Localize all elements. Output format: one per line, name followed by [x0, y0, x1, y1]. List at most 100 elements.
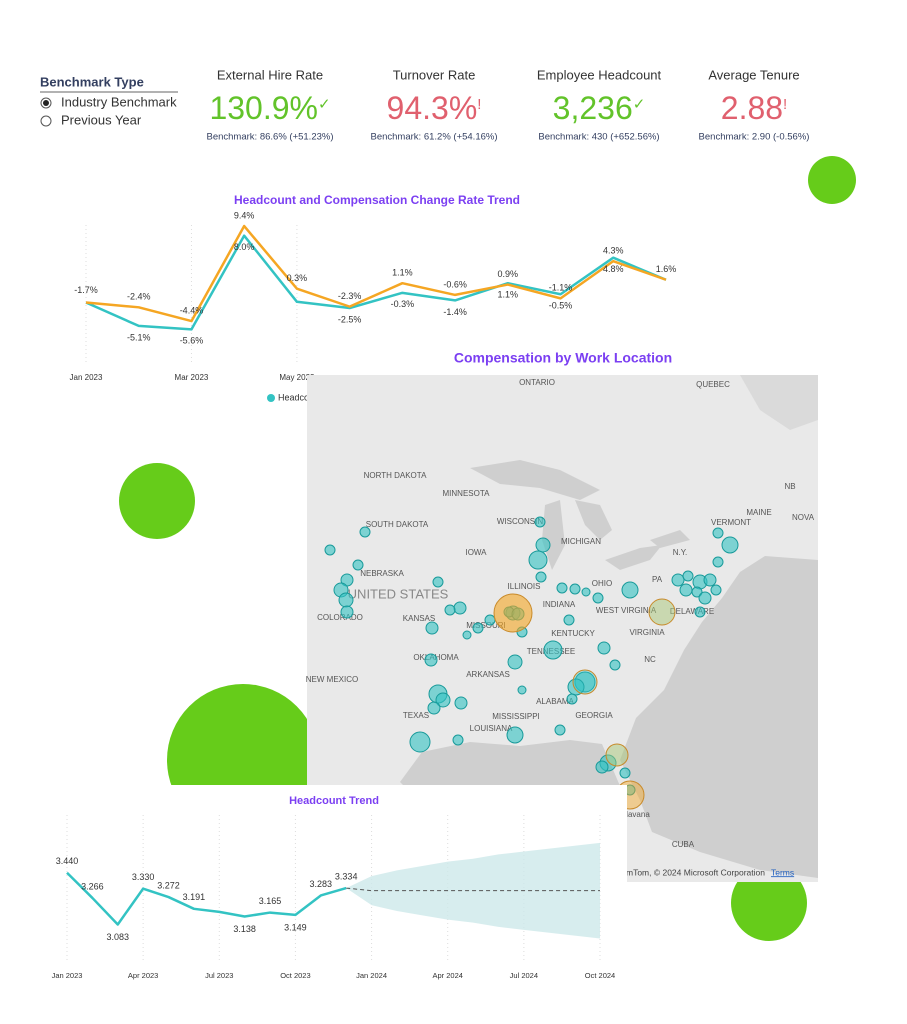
data-label: -1.7%	[74, 285, 98, 295]
location-bubble	[609, 659, 621, 671]
green-circle	[119, 463, 195, 539]
location-bubble	[572, 669, 598, 695]
map-label: IOWA	[465, 548, 487, 557]
kpi-value: 3,236✓	[553, 90, 646, 126]
location-bubble	[605, 743, 629, 767]
data-label: -0.3%	[391, 299, 415, 309]
location-bubble	[592, 592, 604, 604]
location-bubble	[506, 726, 524, 744]
bay	[740, 375, 818, 430]
line	[66, 871, 347, 926]
location-bubble	[721, 536, 739, 554]
change-rate-chart: Headcount and Compensation Change Rate T…	[70, 193, 677, 402]
map-label: KENTUCKY	[551, 629, 595, 638]
map-label: WEST VIRGINIA	[596, 606, 657, 615]
map-title: Compensation by Work Location	[454, 350, 672, 366]
location-bubble	[409, 731, 431, 753]
map-label: INDIANA	[543, 600, 576, 609]
data-label: 1.6%	[656, 264, 677, 274]
map-label: COLORADO	[317, 613, 363, 622]
headcount-trend-chart: Headcount Trend Jan 2023 Apr 2023 Jul 2023 O…	[0, 785, 627, 1000]
location-bubble	[472, 622, 484, 634]
map-label: NC	[644, 655, 656, 664]
map-label: NOVA	[792, 513, 815, 522]
ocean	[620, 556, 818, 878]
slicer-option[interactable]: Industry Benchmark	[40, 94, 177, 109]
x-tick-label: May 2023	[279, 373, 315, 382]
location-bubble	[566, 693, 578, 705]
location-bubble	[597, 641, 611, 655]
map-label: N.Y.	[673, 548, 688, 557]
kpi-title: External Hire Rate	[217, 67, 323, 82]
data-label: 9.4%	[234, 210, 255, 220]
location-bubble	[691, 586, 703, 598]
terms-link[interactable]: Terms	[771, 867, 794, 877]
map-label: UNITED STATES	[348, 586, 449, 601]
forecast-line	[346, 887, 600, 892]
location-bubble	[710, 584, 722, 596]
data-label: -2.5%	[338, 314, 362, 324]
line	[85, 224, 667, 323]
legend-dot	[267, 394, 275, 402]
kpi-title: Average Tenure	[708, 67, 799, 82]
map-label: LOUISIANA	[470, 724, 513, 733]
data-label: -1.1%	[549, 283, 573, 293]
data-label: 0.3%	[287, 273, 308, 283]
data-label: 3.138	[233, 924, 256, 934]
data-label: 4.3%	[603, 246, 624, 256]
data-label: 3.330	[132, 872, 155, 882]
location-bubble	[432, 576, 444, 588]
map-label: ALABAMA	[536, 697, 574, 706]
location-bubble	[484, 614, 496, 626]
kpi-value: 130.9%✓	[209, 90, 330, 126]
data-label: 4.8%	[603, 264, 624, 274]
location-bubble	[352, 559, 364, 571]
map-label: WISCONSIN	[497, 517, 543, 526]
map-label: CUBA	[672, 840, 695, 849]
location-bubble	[507, 654, 523, 670]
location-bubble	[517, 685, 527, 695]
location-bubble	[444, 604, 456, 616]
green-circle	[731, 865, 807, 941]
location-bubble	[453, 601, 467, 615]
location-bubble	[595, 760, 609, 774]
map-label: PA	[652, 575, 663, 584]
lake	[470, 460, 600, 500]
kpi-card: Employee Headcount 3,236✓ Benchmark: 430 (…	[537, 67, 662, 142]
location-bubble	[682, 570, 694, 582]
map-label: DELAWARE	[670, 607, 714, 616]
kpi-benchmark: Benchmark: 430 (+652.56%)	[538, 132, 659, 143]
data-label: 3.266	[81, 881, 104, 891]
map-label: VERMONT	[711, 518, 751, 527]
radio	[40, 115, 52, 127]
location-bubble	[528, 550, 548, 570]
map-label: MISSOURI	[466, 621, 506, 630]
map-label: QUEBEC	[696, 380, 730, 389]
data-label: 3.149	[284, 922, 307, 932]
option-label: Previous Year	[61, 112, 142, 127]
location-bubble	[712, 556, 724, 568]
green-circle	[808, 156, 856, 204]
location-bubble	[556, 582, 568, 594]
location-bubble	[435, 692, 451, 708]
location-bubble	[535, 537, 551, 553]
data-label: 3.083	[106, 932, 129, 942]
data-label: 3.440	[56, 856, 79, 866]
location-bubble	[543, 640, 563, 660]
location-bubble	[581, 587, 591, 597]
x-tick-label: Oct 2023	[280, 971, 310, 980]
map-label: GEORGIA	[575, 711, 613, 720]
x-tick-label: Jan 2024	[356, 971, 387, 980]
data-label: 3.165	[259, 896, 282, 906]
kpi-benchmark: Benchmark: 61.2% (+54.16%)	[371, 132, 498, 143]
location-bubble	[535, 571, 547, 583]
data-label: -2.4%	[127, 292, 151, 302]
slicer-title: Benchmark Type	[40, 74, 144, 89]
location-bubble	[425, 621, 439, 635]
x-tick-label: Mar 2023	[175, 373, 209, 382]
x-tick-label: Jan 2023	[70, 373, 103, 382]
map-label: MAINE	[746, 508, 771, 517]
map-label: NORTH DAKOTA	[364, 471, 427, 480]
slicer-option[interactable]: Previous Year	[40, 112, 142, 127]
legend-label: Headcount	[278, 392, 322, 402]
